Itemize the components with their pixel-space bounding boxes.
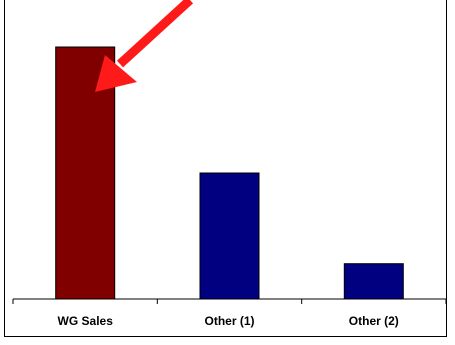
arrow-head: [95, 55, 137, 92]
x-tick-label: WG Sales: [58, 314, 114, 328]
bar-1: [199, 172, 260, 300]
x-axis-tick-labels: WG Sales Other (1) Other (2): [58, 314, 399, 328]
annotation-arrow: [95, 0, 194, 92]
x-axis-ticks: [12, 299, 447, 304]
bar-2: [343, 263, 404, 300]
x-tick-label: Other (1): [204, 314, 254, 328]
x-tick-label: Other (2): [349, 314, 399, 328]
arrow-shaft: [116, 0, 194, 68]
